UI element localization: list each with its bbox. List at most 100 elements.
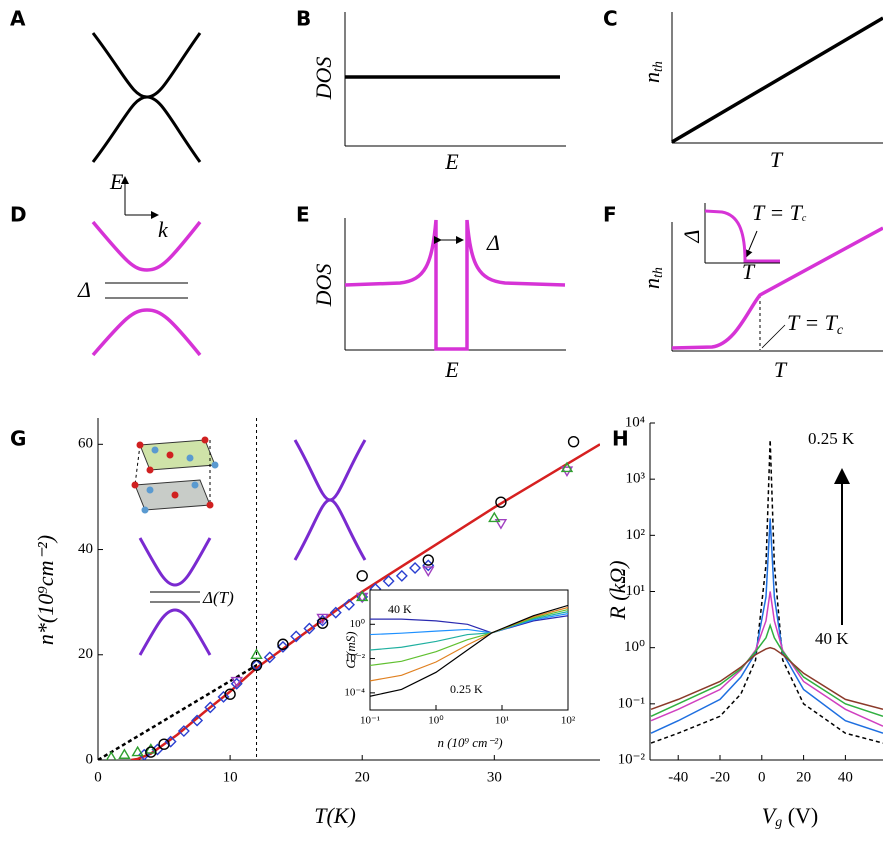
y-tick-label: 40 xyxy=(78,541,93,557)
series-group xyxy=(98,435,600,760)
x-tick-label: 10 xyxy=(223,769,238,785)
y-tick-label: 10³ xyxy=(626,471,646,487)
data-point xyxy=(105,750,117,760)
band xyxy=(91,95,202,163)
y-tick-label: 0 xyxy=(86,751,94,767)
data-point xyxy=(290,630,303,643)
axis-label: G (mS) xyxy=(343,631,358,668)
series-line xyxy=(650,439,883,744)
note-main: T = T xyxy=(787,310,839,335)
data-point xyxy=(343,598,355,611)
data-point xyxy=(230,676,243,688)
nth-line xyxy=(671,16,883,144)
data-point xyxy=(250,659,263,671)
axis-label: n*(10⁹cm⁻²) xyxy=(33,535,58,645)
note-main: T = T xyxy=(752,200,804,225)
series-line xyxy=(650,518,883,734)
axes xyxy=(344,12,566,147)
data-point xyxy=(224,688,236,700)
data-point xyxy=(131,745,144,757)
tc-note: T = Tc xyxy=(787,310,844,338)
data-point xyxy=(316,617,329,629)
dirac-cone xyxy=(91,32,202,163)
gap-label: Δ xyxy=(77,277,91,302)
ek-axes xyxy=(121,176,159,219)
series-group xyxy=(650,439,883,744)
data-point xyxy=(395,569,408,582)
panel-label: E xyxy=(296,203,310,227)
data-point xyxy=(191,714,204,727)
data-point xyxy=(277,638,289,650)
series-line xyxy=(370,604,568,697)
data-point xyxy=(177,725,190,738)
series-line xyxy=(370,613,568,636)
data-point xyxy=(204,701,217,714)
axis-label: Vg (V) xyxy=(762,803,819,830)
nth-curve xyxy=(671,226,883,350)
y-tick-label: 10⁻² xyxy=(345,652,366,664)
axis-label: E xyxy=(109,169,124,194)
data-point xyxy=(382,575,395,588)
gapped-bands xyxy=(91,220,202,357)
annotation: 0.25 K xyxy=(450,682,483,696)
x-tick-label: 30 xyxy=(487,769,502,785)
data-point xyxy=(355,590,369,602)
axis-label: R (kΩ) xyxy=(605,560,630,620)
inset-background xyxy=(369,589,569,711)
atoms xyxy=(131,436,214,509)
x-tick-label: 0 xyxy=(94,769,102,785)
axis-label: T xyxy=(774,357,788,382)
series-line xyxy=(650,622,883,718)
data-point xyxy=(567,435,580,448)
axis-label: DOS xyxy=(311,264,336,308)
series-line xyxy=(98,664,258,760)
panel-label: D xyxy=(10,203,27,227)
y-tick-label: 10² xyxy=(626,527,646,543)
band xyxy=(91,32,202,99)
y-tick-label: 10⁻¹ xyxy=(618,695,645,711)
label-main: V xyxy=(762,803,778,828)
panel-label: A xyxy=(10,7,26,31)
y-tick-label: 10¹ xyxy=(626,583,646,599)
data-point xyxy=(422,566,435,577)
series-group xyxy=(370,604,568,697)
series-line xyxy=(650,591,883,727)
data-point xyxy=(495,496,507,508)
data-point xyxy=(409,561,422,574)
bcs-dos xyxy=(344,219,566,351)
y-tick-label: 10⁴ xyxy=(625,414,645,430)
axis-label: T(K) xyxy=(314,803,356,828)
crystal-structure xyxy=(131,436,219,514)
data-point xyxy=(356,570,368,582)
x-tick-label: 10¹ xyxy=(495,715,509,727)
arrow xyxy=(745,230,758,258)
axis-label: T xyxy=(742,259,756,284)
data-point xyxy=(355,592,369,604)
data-point xyxy=(250,648,263,659)
axis-label: nth xyxy=(639,267,666,289)
note-sub: c xyxy=(802,213,807,224)
label-main: n xyxy=(639,72,664,83)
inset-axes xyxy=(704,203,780,264)
annotation: 40 K xyxy=(815,629,849,648)
annotation: 0.25 K xyxy=(808,429,855,448)
x-tick-label: 20 xyxy=(796,769,811,785)
data-point xyxy=(158,738,170,750)
y-tick-label: 10⁰ xyxy=(624,639,645,655)
panel-label: F xyxy=(603,203,617,227)
series-line xyxy=(370,608,568,667)
data-point xyxy=(145,746,157,758)
y-tick-label: 10⁻⁴ xyxy=(344,686,365,698)
annotation: 40 K xyxy=(388,602,412,616)
axis-label: E xyxy=(444,149,459,174)
data-point xyxy=(329,606,342,619)
data-point xyxy=(230,677,243,690)
guide xyxy=(134,444,141,486)
gap-curve xyxy=(704,209,780,263)
label-unit: (V) xyxy=(782,803,818,828)
band xyxy=(293,498,367,561)
tc-note: T = Tc xyxy=(752,200,807,225)
y-tick-label: 60 xyxy=(78,436,93,452)
data-point xyxy=(118,748,131,759)
band xyxy=(138,537,212,587)
